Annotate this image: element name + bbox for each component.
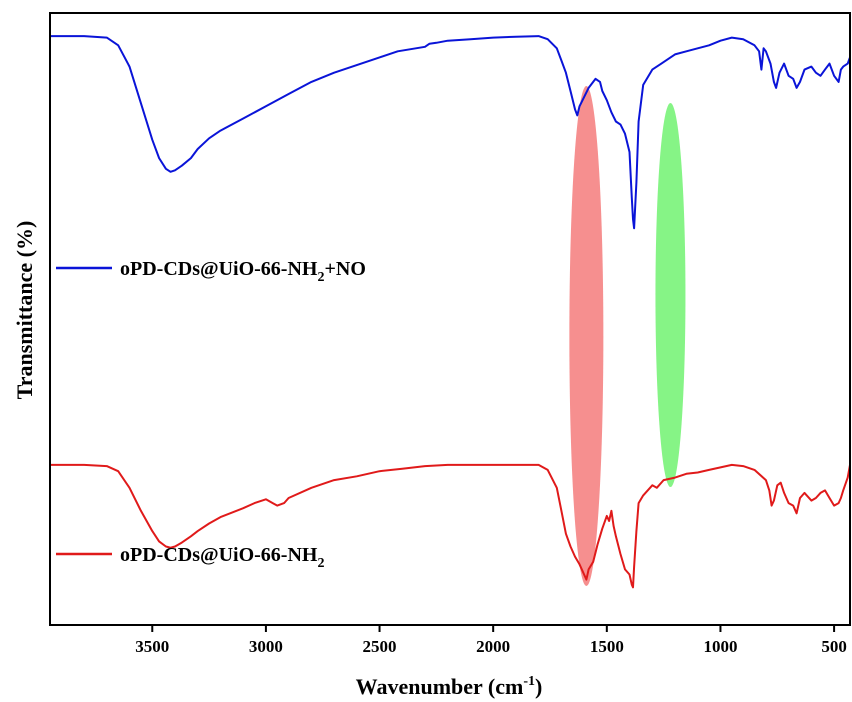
legend-group: oPD-CDs@UiO-66-NH2+NO oPD-CDs@UiO-66-NH2 <box>56 258 366 571</box>
x-axis-title: Wavenumber (cm-1) <box>356 674 543 699</box>
series-line-1 <box>50 35 851 230</box>
x-tick-label: 2500 <box>363 637 397 656</box>
x-tick-label: 2000 <box>476 637 510 656</box>
x-tick-label: 3000 <box>249 637 283 656</box>
highlight-band-1 <box>569 86 604 586</box>
y-axis-title: Transmittance (%) <box>12 221 37 400</box>
highlight-bands <box>569 86 686 586</box>
legend-label-1: oPD-CDs@UiO-66-NH2+NO <box>120 258 366 285</box>
series-line-2 <box>50 463 851 589</box>
plot-frame <box>49 12 851 626</box>
highlight-band-2 <box>655 103 686 487</box>
x-axis-ticks: 3500 3000 2500 2000 1500 1000 500 <box>135 625 847 656</box>
x-tick-label: 3500 <box>135 637 169 656</box>
x-axis-title-sup: -1 <box>523 674 535 689</box>
x-tick-label: 500 <box>821 637 847 656</box>
legend-label-2: oPD-CDs@UiO-66-NH2 <box>120 544 324 571</box>
spectrum-lines <box>50 35 851 589</box>
x-tick-label: 1000 <box>703 637 737 656</box>
x-tick-label: 1500 <box>590 637 624 656</box>
